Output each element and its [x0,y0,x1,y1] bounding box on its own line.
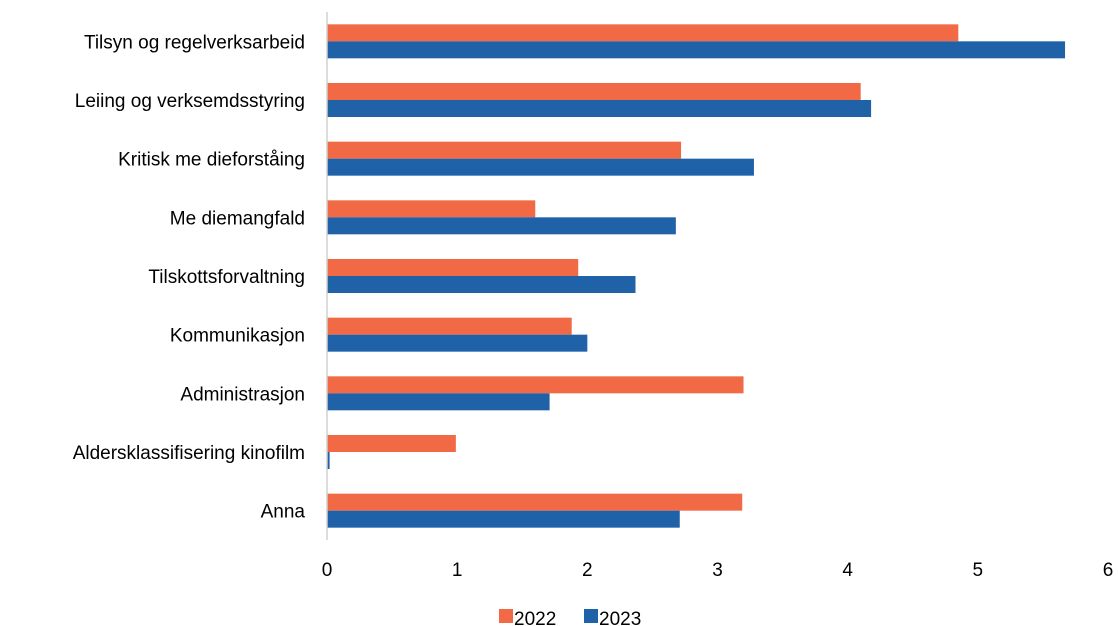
legend-label-2022: 2022 [514,609,556,626]
legend-swatch-2023 [584,609,598,623]
x-tick-label-6: 6 [1103,560,1114,581]
category-label-4: Tilskottsforvaltning [148,267,305,288]
x-tick-label-0: 0 [322,560,333,581]
legend: 2022 2023 [499,609,641,626]
bar-2022-5 [327,317,572,335]
x-tick-labels: 0 1 2 3 4 5 6 [322,560,1114,581]
category-label-0: Tilsyn og regelverksarbeid [84,32,305,53]
x-tick-label-5: 5 [973,560,984,581]
category-label-1: Leiing og verksemdsstyring [75,91,305,112]
category-label-2: Kritisk me dieforståing [118,150,305,171]
category-label-8: Anna [261,502,306,523]
legend-swatch-2022 [499,609,513,623]
bar-2023-0 [327,41,1066,59]
bar-2022-4 [327,259,579,276]
bar-2023-6 [327,393,550,411]
x-tick-label-1: 1 [452,560,463,581]
bars-group [327,24,1066,528]
bar-2023-3 [327,217,676,235]
category-label-6: Administrasjon [180,384,305,405]
bar-2023-5 [327,334,588,352]
bar-2023-4 [327,276,636,293]
category-label-3: Me diemangfald [170,208,305,229]
bar-2023-2 [327,158,754,176]
bar-2022-0 [327,24,959,42]
bar-2023-7 [327,452,330,469]
bar-2022-6 [327,376,744,394]
category-labels: Tilsyn og regelverksarbeid Leiing og verk… [73,32,306,522]
category-label-5: Kommunikasjon [170,326,305,347]
bar-2022-1 [327,83,861,100]
x-tick-label-4: 4 [842,560,853,581]
bar-2023-8 [327,510,680,528]
bar-2022-7 [327,435,456,452]
x-tick-label-2: 2 [582,560,593,581]
category-label-7: Aldersklassifisering kinofilm [73,443,305,464]
bar-2023-1 [327,100,872,117]
bar-2022-3 [327,200,536,218]
x-tick-label-3: 3 [712,560,723,581]
legend-label-2023: 2023 [599,609,641,626]
bar-2022-8 [327,493,743,511]
bar-2022-2 [327,141,682,159]
